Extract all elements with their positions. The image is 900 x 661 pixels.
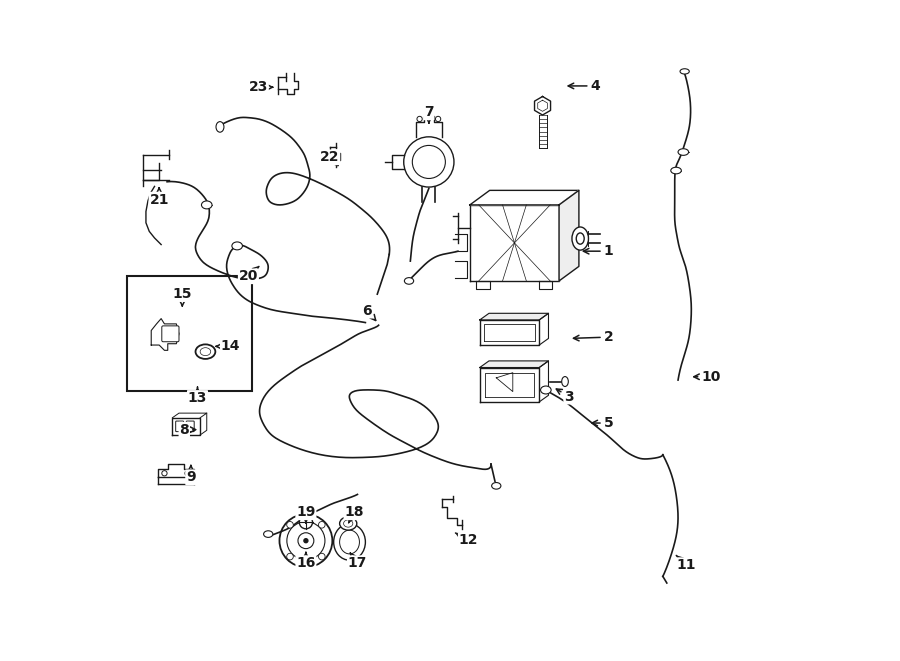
Polygon shape <box>480 320 539 345</box>
Text: 1: 1 <box>583 244 614 258</box>
Polygon shape <box>480 368 539 402</box>
Text: 11: 11 <box>676 555 697 572</box>
Text: 6: 6 <box>363 303 375 321</box>
Ellipse shape <box>216 122 224 132</box>
Circle shape <box>280 514 332 567</box>
Ellipse shape <box>339 517 356 530</box>
Text: 5: 5 <box>592 416 614 430</box>
Ellipse shape <box>334 524 365 561</box>
Circle shape <box>304 539 308 543</box>
Circle shape <box>436 116 441 122</box>
Ellipse shape <box>562 377 568 387</box>
Text: 3: 3 <box>556 389 574 404</box>
Ellipse shape <box>404 278 414 284</box>
Circle shape <box>287 522 325 560</box>
Ellipse shape <box>264 531 273 537</box>
Ellipse shape <box>200 348 211 356</box>
Circle shape <box>184 471 190 476</box>
Ellipse shape <box>344 520 353 527</box>
Text: 12: 12 <box>455 533 478 547</box>
Circle shape <box>319 522 325 528</box>
Text: 10: 10 <box>694 369 721 384</box>
FancyBboxPatch shape <box>162 326 179 342</box>
Text: 4: 4 <box>568 79 600 93</box>
Text: 8: 8 <box>179 422 195 437</box>
Text: 23: 23 <box>248 80 273 95</box>
Text: 15: 15 <box>173 287 192 306</box>
Ellipse shape <box>339 530 359 554</box>
Polygon shape <box>151 319 179 350</box>
Text: 20: 20 <box>238 266 259 284</box>
Circle shape <box>417 116 422 122</box>
Circle shape <box>298 533 314 549</box>
Circle shape <box>287 522 293 528</box>
Circle shape <box>162 471 167 476</box>
Text: 14: 14 <box>216 339 240 354</box>
FancyBboxPatch shape <box>186 421 194 432</box>
Text: 18: 18 <box>345 505 364 523</box>
Text: 17: 17 <box>347 553 367 570</box>
Ellipse shape <box>195 344 215 359</box>
Circle shape <box>319 553 325 560</box>
FancyBboxPatch shape <box>128 276 252 391</box>
Polygon shape <box>470 190 579 205</box>
Polygon shape <box>480 313 548 320</box>
Polygon shape <box>480 361 548 368</box>
Ellipse shape <box>576 233 584 244</box>
Polygon shape <box>173 418 200 435</box>
Circle shape <box>300 516 312 529</box>
Text: 22: 22 <box>320 150 339 165</box>
Circle shape <box>404 137 454 187</box>
Polygon shape <box>535 97 551 115</box>
Ellipse shape <box>670 167 681 174</box>
Ellipse shape <box>202 201 212 209</box>
Ellipse shape <box>541 386 551 394</box>
Text: 21: 21 <box>149 188 169 207</box>
Polygon shape <box>158 464 194 477</box>
Ellipse shape <box>491 483 501 489</box>
Circle shape <box>412 145 446 178</box>
Text: 9: 9 <box>186 465 195 485</box>
Text: 7: 7 <box>424 105 434 123</box>
Text: 19: 19 <box>296 505 316 523</box>
Ellipse shape <box>572 227 589 250</box>
Text: 2: 2 <box>573 330 614 344</box>
Ellipse shape <box>680 69 689 74</box>
Ellipse shape <box>232 242 242 250</box>
Circle shape <box>287 553 293 560</box>
Text: 13: 13 <box>188 387 207 405</box>
Ellipse shape <box>678 149 688 155</box>
FancyBboxPatch shape <box>176 421 184 432</box>
Polygon shape <box>559 190 579 281</box>
Text: 16: 16 <box>296 553 316 570</box>
